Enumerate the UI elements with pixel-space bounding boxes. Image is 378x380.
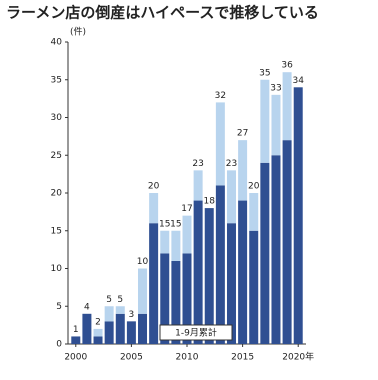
- bar-segment: [160, 253, 170, 344]
- total-label: 27: [237, 129, 248, 139]
- total-label: 3: [129, 310, 135, 320]
- y-tick-label: 35: [51, 75, 62, 85]
- y-tick-label: 40: [51, 38, 63, 48]
- total-label: 2: [95, 317, 101, 327]
- x-tick-label: 2015: [231, 353, 254, 363]
- y-tick-label: 10: [51, 264, 63, 274]
- bar-segment: [82, 313, 92, 344]
- bar-segment: [126, 321, 136, 344]
- bar-segment: [149, 223, 159, 344]
- total-label: 17: [181, 204, 192, 214]
- total-label: 15: [159, 219, 170, 229]
- bar-segment: [271, 155, 281, 344]
- total-label: 1: [73, 325, 79, 335]
- bar-segment: [93, 336, 103, 344]
- bar-segment: [182, 215, 192, 254]
- bar-segment: [104, 321, 114, 344]
- y-unit: (件): [70, 26, 86, 38]
- bar-segment: [149, 193, 159, 224]
- total-label: 23: [192, 159, 203, 169]
- bar-segment: [293, 87, 303, 345]
- y-tick-label: 25: [51, 151, 62, 161]
- bar-segment: [115, 306, 125, 314]
- total-label: 5: [106, 295, 112, 305]
- bar-segment: [115, 313, 125, 344]
- annotation: 1-9月累計: [175, 327, 217, 339]
- y-tick-label: 15: [51, 226, 62, 236]
- bar-segment: [182, 253, 192, 344]
- bar-segment: [215, 185, 225, 344]
- bar-segment: [260, 79, 270, 163]
- total-label: 23: [226, 159, 237, 169]
- total-label: 33: [270, 83, 281, 93]
- bar-segment: [238, 140, 248, 201]
- total-label: 34: [292, 76, 304, 86]
- bar-segment: [204, 208, 214, 344]
- x-tick-label: 2020年: [282, 351, 314, 363]
- bar-segment: [249, 230, 259, 344]
- bar-segment: [71, 336, 81, 344]
- bar-segment: [104, 306, 114, 322]
- bar-segment: [226, 170, 236, 224]
- bar-segment: [138, 313, 148, 344]
- bar-segment: [249, 193, 259, 231]
- bar-segment: [93, 328, 103, 337]
- total-label: 10: [137, 257, 149, 267]
- total-label: 36: [281, 61, 293, 71]
- bar-segment: [260, 162, 270, 344]
- bar-segment: [271, 94, 281, 156]
- bar-segment: [193, 170, 203, 201]
- bar-segment: [193, 200, 203, 344]
- total-label: 4: [84, 302, 90, 312]
- bar-segment: [215, 102, 225, 186]
- chart-title: ラーメン店の倒産はハイペースで推移している: [6, 4, 319, 22]
- bar-segment: [282, 72, 292, 141]
- annotation-box: [159, 324, 233, 341]
- x-tick-label: 2000: [64, 353, 87, 363]
- bar-segment: [171, 230, 181, 261]
- total-label: 35: [259, 68, 270, 78]
- bar-segment: [138, 268, 148, 314]
- y-tick-label: 5: [56, 302, 62, 312]
- bar-segment: [160, 230, 170, 254]
- total-label: 5: [117, 295, 123, 305]
- total-label: 15: [170, 219, 181, 229]
- x-tick-label: 2010: [176, 353, 199, 363]
- x-tick-label: 2005: [120, 353, 143, 363]
- y-tick-label: 30: [51, 113, 63, 123]
- total-label: 20: [248, 182, 260, 192]
- total-label: 18: [204, 197, 216, 207]
- bar-segment: [171, 260, 181, 344]
- bar-segment: [282, 140, 292, 344]
- bar-segment: [238, 200, 248, 344]
- y-tick-label: 20: [51, 189, 63, 199]
- y-tick-label: 0: [56, 340, 62, 350]
- bar-segment: [226, 223, 236, 344]
- total-label: 32: [215, 91, 226, 101]
- total-label: 20: [148, 182, 160, 192]
